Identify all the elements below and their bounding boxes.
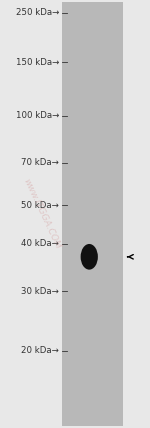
Bar (62, 2, 123, 426)
Text: 30 kDa→: 30 kDa→ (21, 286, 59, 296)
Text: 150 kDa→: 150 kDa→ (16, 57, 59, 67)
Text: 100 kDa→: 100 kDa→ (16, 111, 59, 120)
Text: 250 kDa→: 250 kDa→ (16, 8, 59, 18)
Text: 70 kDa→: 70 kDa→ (21, 158, 59, 167)
Text: 40 kDa→: 40 kDa→ (21, 239, 59, 249)
Text: www.ITGGA.COM: www.ITGGA.COM (22, 177, 62, 251)
Text: 20 kDa→: 20 kDa→ (21, 346, 59, 356)
Ellipse shape (81, 244, 98, 270)
Text: 50 kDa→: 50 kDa→ (21, 201, 59, 210)
